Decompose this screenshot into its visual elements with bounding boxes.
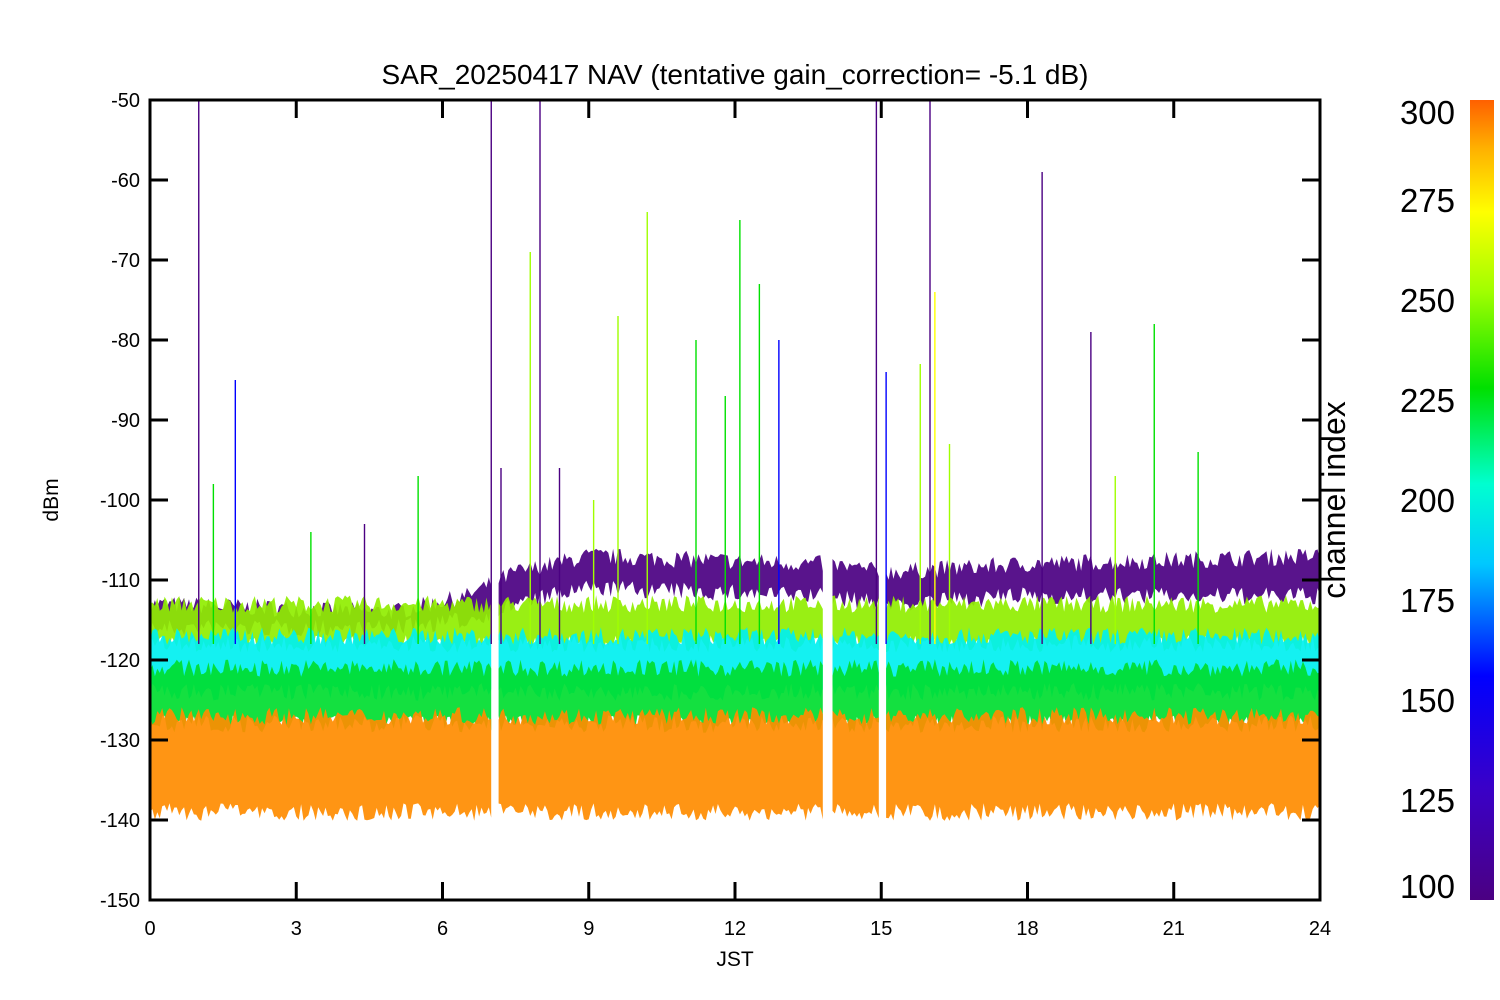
data-gap-2	[881, 101, 886, 899]
colorbar-tick-label-3: 175	[1400, 582, 1455, 619]
x-tick-label-6: 18	[1016, 918, 1038, 940]
colorbar-tick-label-7: 275	[1400, 182, 1455, 219]
y-axis-label: dBm	[40, 478, 63, 521]
colorbar-tick-label-2: 150	[1400, 682, 1455, 719]
y-tick-label-8: -130	[100, 730, 140, 752]
x-axis-ticks: 0 3 6 9 12 15 18 21 24	[144, 100, 1331, 940]
y-axis-ticks: -50 -60 -70 -80 -90 -100 -110 -120 -130 -140 -150	[100, 90, 1320, 912]
y-tick-label-3: -80	[111, 330, 140, 352]
x-tick-label-5: 15	[870, 918, 892, 940]
colorbar-tick-label-5: 225	[1400, 382, 1455, 419]
y-tick-label-0: -50	[111, 90, 140, 112]
y-tick-label-4: -90	[111, 410, 140, 432]
band-ch110-seg2	[832, 559, 879, 611]
data-gap-0	[491, 101, 496, 899]
colorbar	[1470, 100, 1494, 900]
x-tick-label-8: 24	[1309, 918, 1331, 940]
x-tick-label-1: 3	[291, 918, 302, 940]
colorbar-ticks: 100 125 150 175 200 225 250 275 300	[1400, 94, 1455, 905]
band-ch110-seg3	[886, 548, 1320, 611]
y-tick-label-7: -120	[100, 650, 140, 672]
chart-title: SAR_20250417 NAV (tentative gain_correct…	[382, 59, 1089, 90]
data-gap-1	[825, 101, 832, 899]
colorbar-tick-label-0: 100	[1400, 868, 1455, 905]
colorbar-label: channel index	[1316, 401, 1352, 598]
colorbar-tick-label-1: 125	[1400, 782, 1455, 819]
y-tick-label-2: -70	[111, 250, 140, 272]
plot-area	[150, 100, 1320, 899]
y-tick-label-9: -140	[100, 810, 140, 832]
spikes-layer	[198, 100, 1199, 644]
x-tick-label-3: 9	[583, 918, 594, 940]
y-tick-label-10: -150	[100, 890, 140, 912]
band-ch110-seg1	[498, 548, 823, 617]
colorbar-tick-label-8: 300	[1400, 94, 1455, 131]
y-tick-label-6: -110	[101, 570, 140, 592]
x-tick-label-7: 21	[1163, 918, 1185, 940]
y-tick-label-1: -60	[111, 170, 140, 192]
band-ch290-seg2	[832, 708, 879, 820]
x-tick-label-4: 12	[724, 918, 746, 940]
colorbar-tick-label-6: 250	[1400, 282, 1455, 319]
band-ch290-seg0	[150, 707, 492, 821]
x-tick-label-0: 0	[144, 918, 155, 940]
band-ch290-seg1	[498, 707, 823, 821]
bands-layer	[150, 548, 1320, 821]
band-ch290-seg3	[886, 707, 1320, 821]
colorbar-tick-label-4: 200	[1400, 482, 1455, 519]
x-tick-label-2: 6	[437, 918, 448, 940]
x-axis-label: JST	[716, 948, 754, 971]
y-tick-label-5: -100	[100, 490, 140, 512]
